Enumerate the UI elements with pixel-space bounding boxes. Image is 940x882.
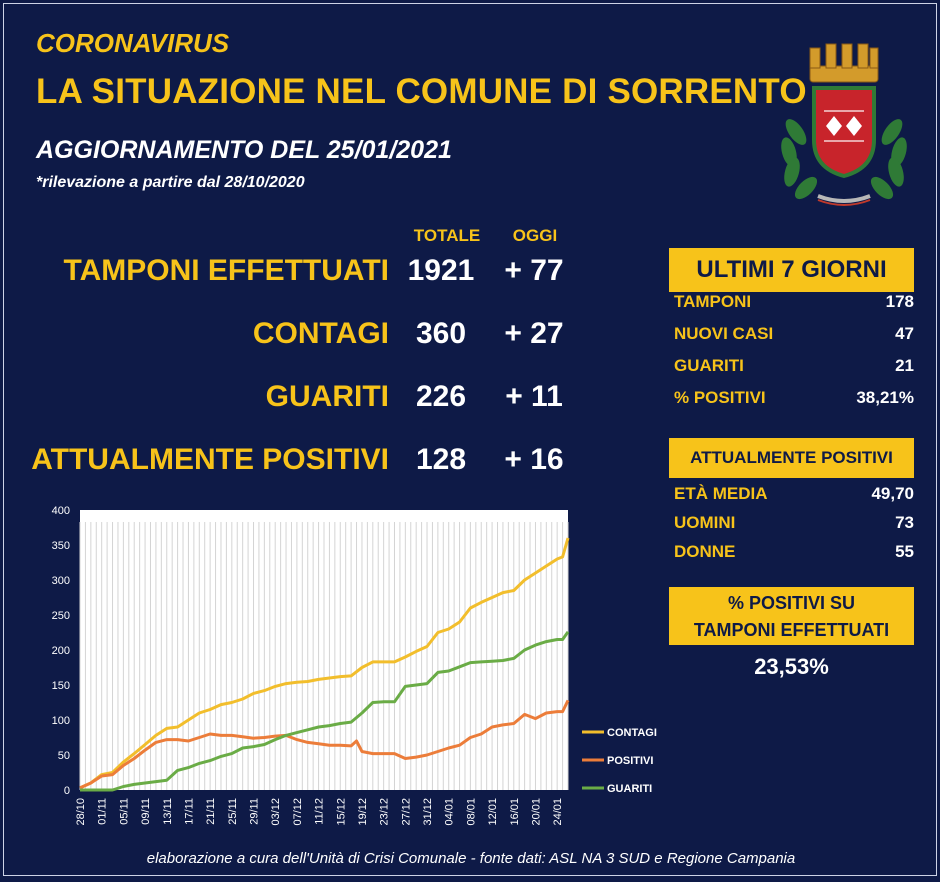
last7-value: 47: [895, 324, 914, 343]
current-label: UOMINI: [674, 513, 736, 532]
series-line-positivi: [79, 699, 570, 790]
x-tick-label: 04/01: [444, 798, 456, 826]
x-tick-label: 15/12: [335, 798, 347, 826]
last7-row-percent-positivi: % POSITIVI 38,21%: [674, 388, 914, 416]
survey-note: *rilevazione a partire dal 28/10/2020: [36, 174, 305, 191]
stat-today-positivi: + 16: [504, 443, 564, 476]
x-tick-label: 01/11: [97, 798, 109, 825]
sorrento-coat-of-arms-icon: [781, 43, 907, 206]
x-axis: 28/10 01/11 05/11 09/11 13/11 17/11 21/11 25/11…: [75, 798, 564, 826]
y-tick-label: 0: [64, 785, 70, 797]
x-tick-label: 28/10: [75, 798, 87, 826]
last7-row-guariti: GUARITI 21: [674, 356, 914, 384]
y-tick-label: 300: [52, 575, 70, 587]
last7-row-tamponi: TAMPONI 178: [674, 292, 914, 320]
x-tick-label: 08/01: [465, 798, 477, 826]
y-tick-label: 100: [52, 715, 70, 727]
x-tick-label: 13/11: [162, 798, 174, 825]
stat-label-positivi: ATTUALMENTE POSITIVI: [31, 443, 389, 476]
ratio-value: 23,53%: [754, 654, 829, 679]
stat-today-tamponi: + 77: [504, 254, 564, 287]
y-tick-label: 400: [52, 505, 70, 517]
x-tick-label: 25/11: [227, 798, 239, 825]
x-tick-label: 11/12: [314, 798, 326, 825]
x-tick-label: 12/01: [487, 798, 499, 826]
current-row-donne: DONNE 55: [674, 542, 914, 570]
current-row-uomini: UOMINI 73: [674, 513, 914, 541]
stat-label-contagi: CONTAGI: [252, 317, 389, 350]
legend-label: CONTAGI: [607, 727, 657, 739]
chart-legend: CONTAGI POSITIVI GUARITI: [582, 727, 657, 795]
last7-label: GUARITI: [674, 356, 744, 375]
last7-label: NUOVI CASI: [674, 324, 774, 343]
x-tick-label: 20/01: [530, 798, 542, 826]
column-header-total: TOTALE: [413, 226, 481, 245]
x-tick-label: 21/11: [205, 798, 217, 825]
x-tick-label: 23/12: [379, 798, 391, 826]
y-tick-label: 200: [52, 645, 70, 657]
y-axis: 0 50 100 150 200 250 300 350 400: [52, 505, 70, 797]
stat-total-tamponi: 1921: [407, 254, 475, 287]
stat-label-guariti: GUARITI: [265, 380, 389, 413]
x-tick-label: 03/12: [270, 798, 282, 826]
ratio-title: % POSITIVI SU TAMPONI EFFETTUATI: [669, 587, 914, 645]
last7-value: 38,21%: [856, 388, 914, 407]
x-tick-label: 09/11: [140, 798, 152, 825]
ratio-title-line2: TAMPONI EFFETTUATI: [693, 620, 890, 640]
stat-today-contagi: + 27: [504, 317, 564, 350]
last7-value: 21: [895, 356, 914, 375]
page-title: LA SITUAZIONE NEL COMUNE DI SORRENTO: [36, 72, 807, 111]
last7-label: % POSITIVI: [674, 388, 766, 407]
series-lines: [79, 537, 570, 792]
infographic: CORONAVIRUS LA SITUAZIONE NEL COMUNE DI …: [3, 3, 937, 876]
kicker-title: CORONAVIRUS: [36, 28, 230, 58]
y-tick-label: 250: [52, 610, 70, 622]
x-tick-label: 07/12: [292, 798, 304, 826]
y-tick-label: 350: [52, 540, 70, 552]
current-value: 55: [895, 542, 914, 561]
current-label: DONNE: [674, 542, 736, 561]
cases-line-chart: 0 50 100 150 200 250 300 350 400 28/10 01/11 05/11…: [52, 505, 657, 826]
last7-title: ULTIMI 7 GIORNI: [669, 248, 914, 292]
series-line-contagi: [79, 537, 570, 790]
current-value: 73: [895, 513, 914, 532]
series-line-guariti: [80, 630, 570, 792]
x-tick-label: 31/12: [422, 798, 434, 826]
x-tick-label: 05/11: [118, 798, 130, 825]
last7-row-nuovi-casi: NUOVI CASI 47: [674, 324, 914, 352]
last7-label: TAMPONI: [674, 292, 752, 311]
current-title: ATTUALMENTE POSITIVI: [669, 438, 914, 478]
y-tick-label: 150: [52, 680, 70, 692]
current-row-eta: ETÀ MEDIA 49,70: [674, 484, 914, 512]
column-header-today: OGGI: [512, 226, 558, 245]
x-tick-label: 16/01: [509, 798, 521, 826]
x-tick-label: 27/12: [400, 798, 412, 826]
stat-label-tamponi: TAMPONI EFFETTUATI: [63, 254, 389, 287]
x-tick-label: 24/01: [552, 798, 564, 826]
current-label: ETÀ MEDIA: [674, 484, 768, 503]
y-tick-label: 50: [58, 750, 70, 762]
x-tick-label: 17/11: [183, 798, 195, 825]
update-date: AGGIORNAMENTO DEL 25/01/2021: [36, 136, 452, 164]
ratio-title-line1: % POSITIVI SU: [727, 593, 856, 613]
stat-total-contagi: 360: [415, 317, 467, 350]
legend-label: GUARITI: [607, 783, 652, 795]
stat-total-positivi: 128: [415, 443, 467, 476]
last7-value: 178: [885, 292, 914, 311]
stat-today-guariti: + 11: [505, 380, 563, 413]
x-tick-label: 29/11: [249, 798, 261, 825]
footer-credits: elaborazione a cura dell'Unità di Crisi …: [146, 850, 796, 867]
x-tick-label: 19/12: [357, 798, 369, 826]
stat-total-guariti: 226: [415, 380, 467, 413]
legend-label: POSITIVI: [607, 755, 653, 767]
current-value: 49,70: [871, 484, 914, 503]
